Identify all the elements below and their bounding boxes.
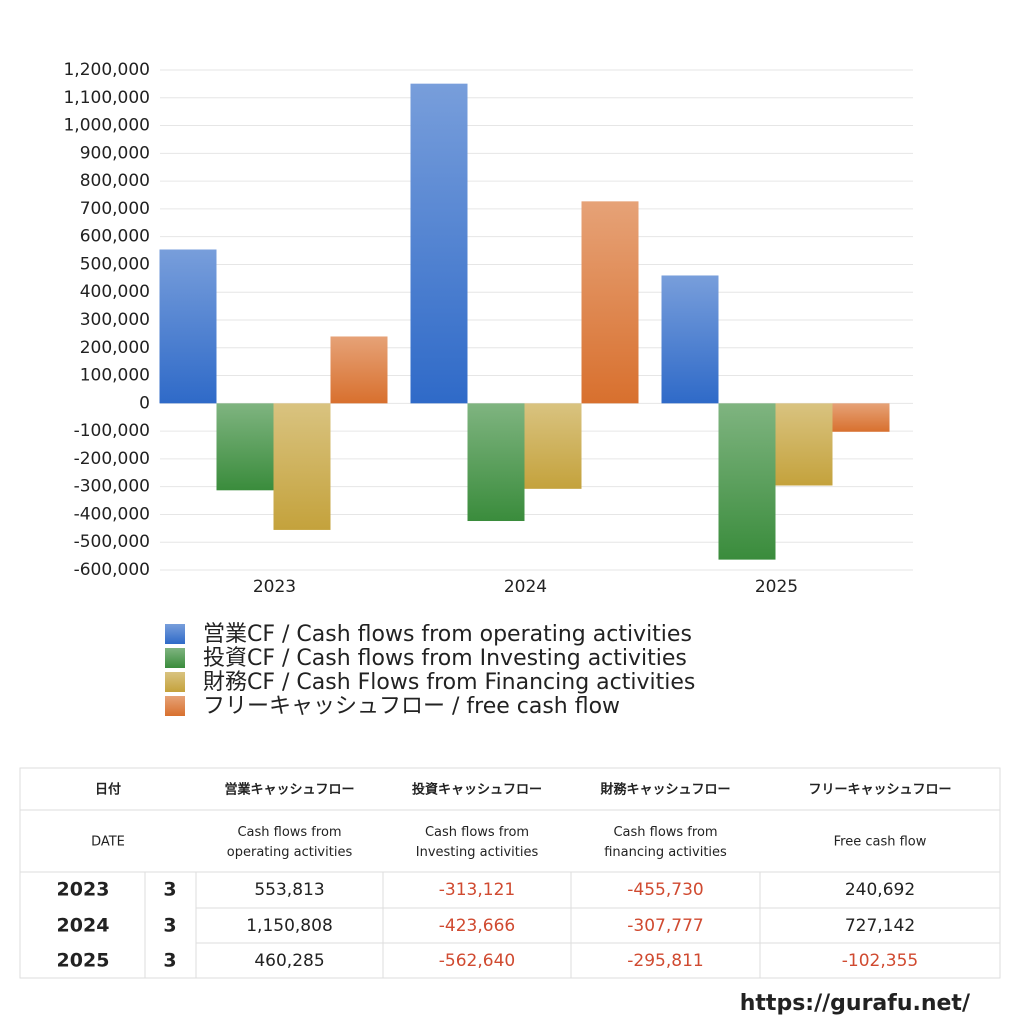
table-subheader: Cash flows from operating activities: [227, 825, 353, 860]
table-cell: -562,640: [439, 951, 515, 971]
table-subheader: Cash flows from Investing activities: [416, 825, 539, 860]
y-tick-label: 700,000: [80, 199, 150, 219]
y-tick-label: -100,000: [74, 421, 150, 441]
table-cell: 2023: [57, 879, 110, 901]
legend-swatch: [165, 624, 185, 644]
legend-label: 営業CF / Cash flows from operating activit…: [203, 622, 692, 647]
y-tick-label: 900,000: [80, 143, 150, 163]
table-cell: 553,813: [254, 880, 324, 900]
bar: [410, 83, 468, 404]
table-cell: 2025: [57, 950, 110, 972]
y-tick-label: 1,100,000: [63, 88, 150, 108]
legend-label: 投資CF / Cash flows from Investing activit…: [203, 646, 687, 671]
table-cell: -307,777: [627, 916, 703, 936]
y-tick-label: -300,000: [74, 477, 150, 497]
table-cell: 3: [163, 879, 176, 901]
y-tick-label: 600,000: [80, 227, 150, 247]
legend-swatch: [165, 648, 185, 668]
legend-swatch: [165, 672, 185, 692]
table-cell: -455,730: [627, 880, 703, 900]
y-tick-label: -400,000: [74, 504, 150, 524]
table-cell: 727,142: [845, 916, 915, 936]
x-tick-label: 2023: [253, 577, 296, 597]
y-tick-label: 0: [139, 393, 150, 413]
y-tick-label: -200,000: [74, 449, 150, 469]
y-tick-label: -600,000: [74, 560, 150, 580]
footer-url: https://gurafu.net/: [740, 991, 971, 1016]
bar: [524, 403, 582, 489]
y-tick-label: 500,000: [80, 254, 150, 274]
y-tick-label: 100,000: [80, 366, 150, 386]
table-border: [19, 767, 1001, 979]
bar: [159, 249, 217, 404]
x-tick-label: 2024: [504, 577, 547, 597]
table-cell: 3: [163, 915, 176, 937]
table-cell: 2024: [57, 915, 110, 937]
y-tick-label: 400,000: [80, 282, 150, 302]
bar: [832, 403, 890, 432]
legend-label: 財務CF / Cash Flows from Financing activit…: [203, 670, 695, 695]
table-header: 財務キャッシュフロー: [599, 782, 730, 798]
table-cell: 3: [163, 950, 176, 972]
table-cell: 1,150,808: [246, 916, 333, 936]
y-tick-label: -500,000: [74, 532, 150, 552]
table-header: 営業キャッシュフロー: [224, 782, 354, 798]
table-cell: 460,285: [254, 951, 324, 971]
table-header: 日付: [95, 782, 121, 798]
table-header: 投資キャッシュフロー: [412, 782, 542, 798]
bar: [581, 201, 639, 404]
y-tick-label: 800,000: [80, 171, 150, 191]
table-cell: 240,692: [845, 880, 915, 900]
table-cell: -295,811: [627, 951, 703, 971]
x-tick-label: 2025: [755, 577, 798, 597]
table-cell: -102,355: [842, 951, 918, 971]
bar: [216, 403, 274, 491]
table-subheader: Free cash flow: [834, 835, 927, 850]
table-cell: -313,121: [439, 880, 515, 900]
table-cell: -423,666: [439, 916, 515, 936]
y-tick-label: 1,200,000: [63, 60, 150, 80]
bar: [661, 275, 719, 404]
y-tick-label: 300,000: [80, 310, 150, 330]
bar: [775, 403, 833, 486]
table-subheader: DATE: [91, 835, 125, 850]
table-subheader: Cash flows from financing activities: [604, 825, 727, 860]
legend-label: フリーキャッシュフロー / free cash flow: [203, 694, 620, 719]
table-header: フリーキャッシュフロー: [808, 783, 951, 798]
y-tick-label: 1,000,000: [63, 116, 150, 136]
y-tick-label: 200,000: [80, 338, 150, 358]
legend-swatch: [165, 696, 185, 716]
bar: [467, 403, 525, 522]
bar: [330, 336, 388, 404]
bar: [273, 403, 331, 530]
bar: [718, 403, 776, 560]
